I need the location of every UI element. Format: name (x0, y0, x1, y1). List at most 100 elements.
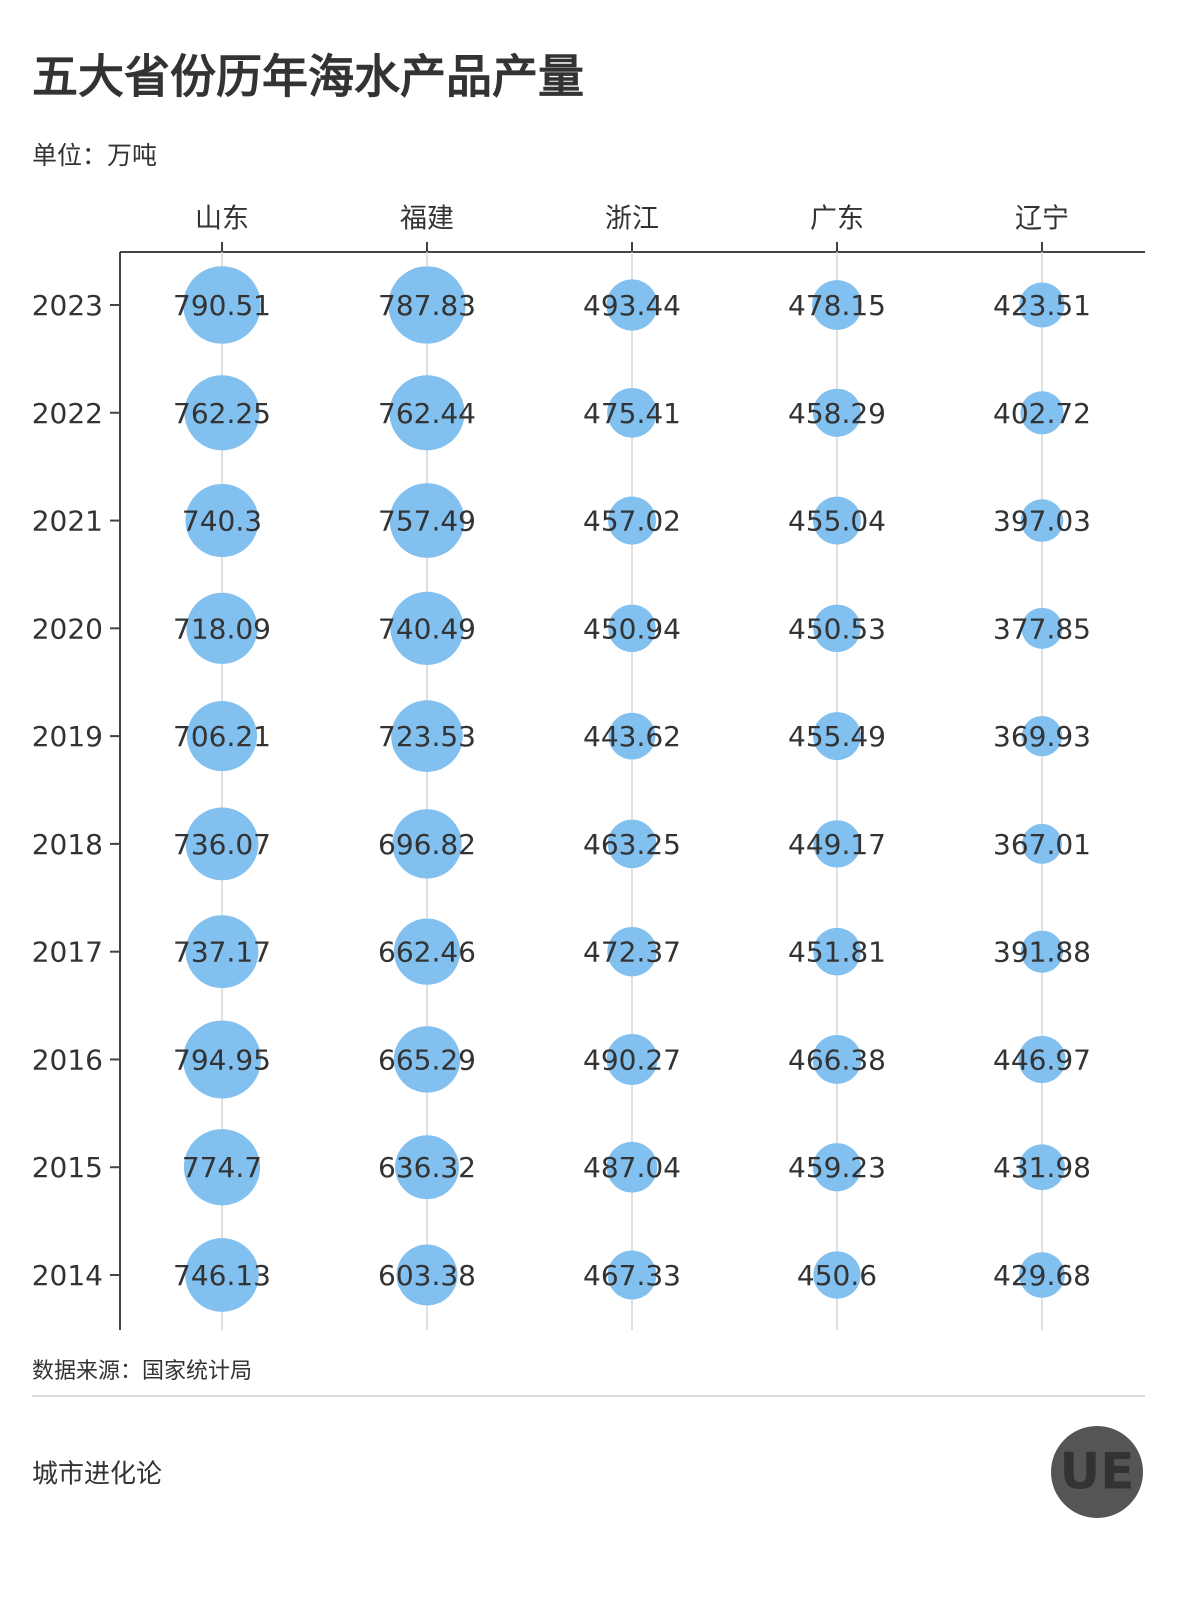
bubble (1019, 1144, 1065, 1191)
data-label: 762.25 (173, 397, 271, 430)
data-label: 490.27 (583, 1043, 681, 1076)
bubble (606, 1141, 658, 1193)
data-label: 665.29 (378, 1043, 476, 1076)
bubble (813, 604, 861, 653)
data-label: 450.6 (797, 1259, 877, 1292)
data-label: 455.04 (788, 505, 886, 538)
bubble (606, 1033, 658, 1085)
bubble (1019, 282, 1065, 328)
data-label: 487.04 (583, 1151, 681, 1184)
data-label: 457.02 (583, 505, 681, 538)
footer-brand: 城市进化论 (32, 1460, 162, 1490)
data-label: 450.94 (583, 612, 681, 645)
data-label: 458.29 (788, 397, 886, 430)
data-label: 443.62 (583, 720, 681, 753)
logo-circle (1051, 1426, 1143, 1518)
bubble (395, 1135, 459, 1200)
chart-title: 五大省份历年海水产品产量 (32, 50, 584, 104)
bubble (393, 918, 461, 985)
bubble (392, 809, 462, 879)
bubble (813, 1251, 861, 1299)
bubble (608, 604, 656, 653)
row-label: 2022 (32, 397, 103, 430)
data-label: 740.3 (182, 505, 262, 538)
bubble (608, 712, 656, 760)
data-label: 757.49 (378, 505, 476, 538)
bubble (183, 266, 261, 344)
data-label: 493.44 (583, 289, 681, 322)
data-label: 762.44 (378, 397, 476, 430)
row-label: 2016 (32, 1043, 103, 1076)
data-label: 790.51 (173, 289, 271, 322)
bubble (393, 1026, 461, 1093)
bubble (813, 820, 861, 868)
bubble (186, 701, 258, 772)
data-label: 737.17 (173, 936, 271, 969)
data-label: 429.68 (993, 1259, 1091, 1292)
data-label: 736.07 (173, 828, 271, 861)
column-header: 山东 (195, 204, 249, 235)
data-label: 794.95 (173, 1043, 271, 1076)
row-label: 2015 (32, 1151, 103, 1184)
column-header: 浙江 (605, 204, 659, 235)
data-label: 449.17 (788, 828, 886, 861)
bubble (607, 819, 657, 869)
bubble (184, 375, 260, 451)
row-label: 2020 (32, 612, 103, 645)
data-label: 455.49 (788, 720, 886, 753)
bubble (391, 700, 463, 772)
data-label: 467.33 (583, 1259, 681, 1292)
data-label: 391.88 (993, 936, 1091, 969)
data-label: 603.38 (378, 1259, 476, 1292)
data-label: 369.93 (993, 720, 1091, 753)
row-label: 2019 (32, 720, 103, 753)
column-header: 广东 (810, 204, 864, 235)
data-label: 463.25 (583, 828, 681, 861)
data-label: 746.13 (173, 1259, 271, 1292)
bubble (185, 1238, 259, 1312)
plot-area: 山东 福建 浙江 广东 辽宁 2023 2022 2021 2020 2019 2018 2017 20… (32, 204, 1091, 1330)
bubble (608, 496, 656, 545)
bubble (183, 1129, 261, 1206)
bubble (607, 1250, 657, 1300)
bubble (813, 712, 861, 761)
bubble (1019, 1252, 1065, 1298)
logo-text: UE (1060, 1443, 1135, 1501)
data-label: 723.53 (378, 720, 476, 753)
data-label: 662.46 (378, 936, 476, 969)
row-label: 2023 (32, 289, 103, 322)
bubble (607, 926, 657, 977)
data-label: 367.01 (993, 828, 1091, 861)
bubble (389, 483, 465, 558)
bubble (185, 915, 259, 989)
bubble (812, 388, 862, 437)
bubble (1021, 607, 1063, 649)
data-label: 740.49 (378, 612, 476, 645)
bubble (396, 1244, 458, 1306)
bubble (390, 591, 464, 665)
bubble (812, 1143, 862, 1192)
bubble (812, 1035, 862, 1084)
bubble (606, 279, 658, 331)
bubble (813, 496, 861, 545)
bubble (607, 387, 657, 438)
bubble (1021, 715, 1063, 757)
column-header: 福建 (400, 204, 454, 235)
data-label: 475.41 (583, 397, 681, 430)
bubble (183, 1020, 261, 1099)
data-label: 431.98 (993, 1151, 1091, 1184)
data-label: 466.38 (788, 1043, 886, 1076)
bubble (389, 375, 465, 451)
data-label: 397.03 (993, 505, 1091, 538)
bubble (1020, 391, 1064, 435)
bubble (186, 592, 258, 664)
column-header: 辽宁 (1015, 204, 1069, 235)
data-label: 696.82 (378, 828, 476, 861)
bubble (813, 927, 861, 976)
data-label: 787.83 (378, 289, 476, 322)
row-label: 2017 (32, 936, 103, 969)
data-label: 446.97 (993, 1043, 1091, 1076)
bubble (1020, 930, 1064, 973)
